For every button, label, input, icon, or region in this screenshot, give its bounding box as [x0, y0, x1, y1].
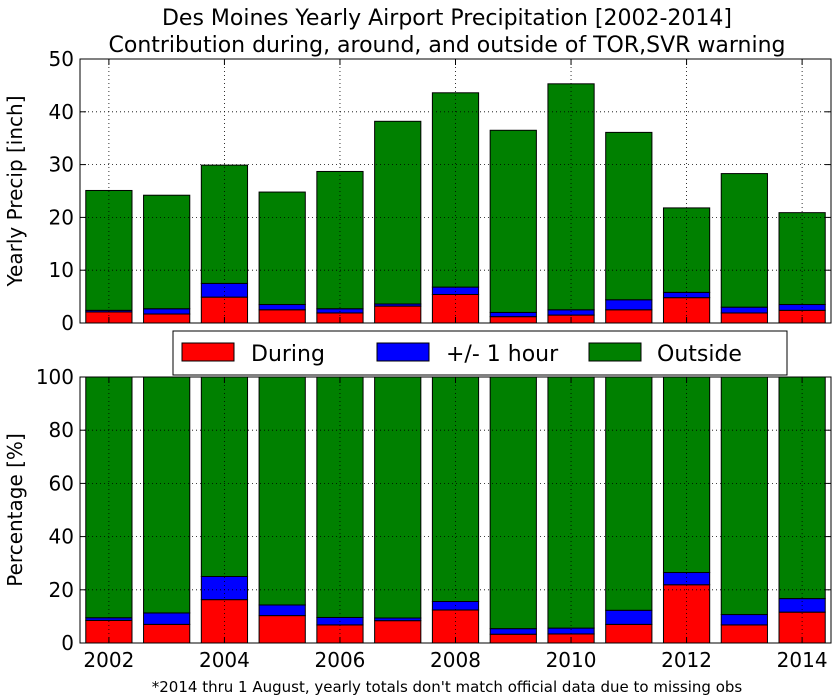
bar-bottom-2011-outside: [605, 376, 653, 611]
chart-title-line1: Des Moines Yearly Airport Precipitation …: [162, 6, 732, 31]
bar-bottom-2012-around: [662, 572, 711, 586]
bar-top-2012-outside: [662, 207, 711, 293]
bar-bottom-2013-during: [720, 624, 768, 644]
bar-top-2003-during: [143, 313, 191, 324]
bar-bottom-2013-outside: [720, 376, 768, 616]
bar-top-2013-around: [720, 306, 768, 314]
ylabel-top: Yearly Precip [inch]: [3, 95, 27, 287]
bottom-panel: 0 20 40 60 80 100 2002 2004 2006 2008 2010 2012 2014…: [3, 365, 832, 672]
bar-top-2007-during: [374, 305, 422, 324]
bar-top-2013-during: [720, 312, 768, 324]
legend-box: [172, 330, 788, 376]
bar-top-2006-outside: [316, 170, 364, 310]
chart-title-line2: Contribution during, around, and outside…: [109, 33, 786, 58]
bar-bottom-2003-around: [143, 612, 191, 625]
ytick-label-bottom-100: 100: [36, 365, 74, 389]
legend: During +/- 1 hour Outside: [172, 330, 788, 376]
bar-bottom-2007-outside: [374, 376, 422, 619]
bar-top-2008-around: [431, 286, 480, 295]
bar-top-2006-around: [316, 308, 364, 314]
bar-bottom-2012-outside: [662, 376, 711, 574]
bar-top-2005-around: [258, 304, 306, 311]
xtick-label-2004: 2004: [199, 648, 250, 672]
bar-bottom-2005-during: [258, 615, 306, 644]
plot-frame-top: [79, 58, 832, 324]
bar-bottom-2004-around: [200, 576, 249, 601]
xtick-label-2010: 2010: [546, 648, 597, 672]
bar-top-2010-outside: [547, 83, 595, 311]
legend-swatch-during: [181, 342, 235, 362]
bar-top-2011-outside: [605, 131, 653, 301]
xtick-label-2006: 2006: [315, 648, 366, 672]
xtick-label-2002: 2002: [83, 648, 134, 672]
ylabel-bottom: Percentage [%]: [3, 433, 27, 586]
ytick-label-top-20: 20: [49, 205, 74, 229]
ytick-label-top-30: 30: [49, 153, 74, 177]
top-panel: 0 10 20 30 40 50 Yearly Precip [inch]: [3, 47, 832, 335]
bar-top-2005-outside: [258, 191, 306, 306]
bar-bottom-2005-around: [258, 604, 306, 617]
xtick-label-2014: 2014: [777, 648, 828, 672]
xtick-label-2012: 2012: [661, 648, 712, 672]
ytick-label-bottom-80: 80: [49, 418, 74, 442]
ytick-label-bottom-0: 0: [61, 631, 74, 655]
ytick-label-bottom-60: 60: [49, 471, 74, 495]
legend-swatch-around: [376, 342, 430, 362]
ytick-label-bottom-20: 20: [49, 578, 74, 602]
bar-bottom-2003-during: [143, 623, 191, 644]
bar-top-2003-outside: [143, 194, 191, 310]
bar-top-2002-outside: [85, 189, 133, 311]
xtick-label-2008: 2008: [430, 648, 481, 672]
legend-swatch-outside: [588, 342, 642, 362]
bar-bottom-2011-around: [605, 609, 653, 625]
bar-top-2011-around: [605, 299, 653, 311]
legend-label-during: During: [251, 342, 325, 367]
ytick-label-top-40: 40: [49, 100, 74, 124]
ytick-label-top-0: 0: [61, 311, 74, 335]
bar-bottom-2013-around: [720, 614, 768, 626]
ytick-label-top-10: 10: [49, 258, 74, 282]
bar-bottom-2009-outside: [489, 376, 537, 630]
bar-top-2011-during: [605, 309, 653, 324]
bar-top-2010-around: [547, 309, 595, 316]
bar-top-2004-outside: [200, 164, 249, 284]
bar-top-2007-outside: [374, 120, 422, 305]
bar-bottom-2009-during: [489, 633, 537, 644]
bar-bottom-2009-around: [489, 628, 537, 635]
bar-bottom-2003-outside: [143, 376, 191, 614]
bar-top-2014-outside: [778, 212, 826, 306]
bar-top-2009-outside: [489, 129, 537, 313]
bar-bottom-2010-outside: [547, 376, 595, 629]
bar-bottom-2004-outside: [200, 376, 249, 577]
bar-bottom-2007-during: [374, 620, 422, 644]
bar-top-2008-outside: [431, 92, 480, 288]
bar-top-2005-during: [258, 309, 306, 324]
bar-bottom-2011-during: [605, 623, 653, 644]
bar-top-2009-during: [489, 316, 537, 324]
legend-label-around: +/- 1 hour: [446, 342, 559, 367]
bar-top-2003-around: [143, 308, 191, 315]
ytick-label-bottom-40: 40: [49, 525, 74, 549]
bar-top-2009-around: [489, 311, 537, 318]
plot-frame-bottom: [79, 376, 832, 644]
bar-bottom-2005-outside: [258, 376, 306, 606]
footnote: *2014 thru 1 August, yearly totals don't…: [152, 678, 743, 696]
bar-top-2013-outside: [720, 173, 768, 308]
legend-label-outside: Outside: [657, 342, 742, 367]
ytick-label-top-50: 50: [49, 47, 74, 71]
